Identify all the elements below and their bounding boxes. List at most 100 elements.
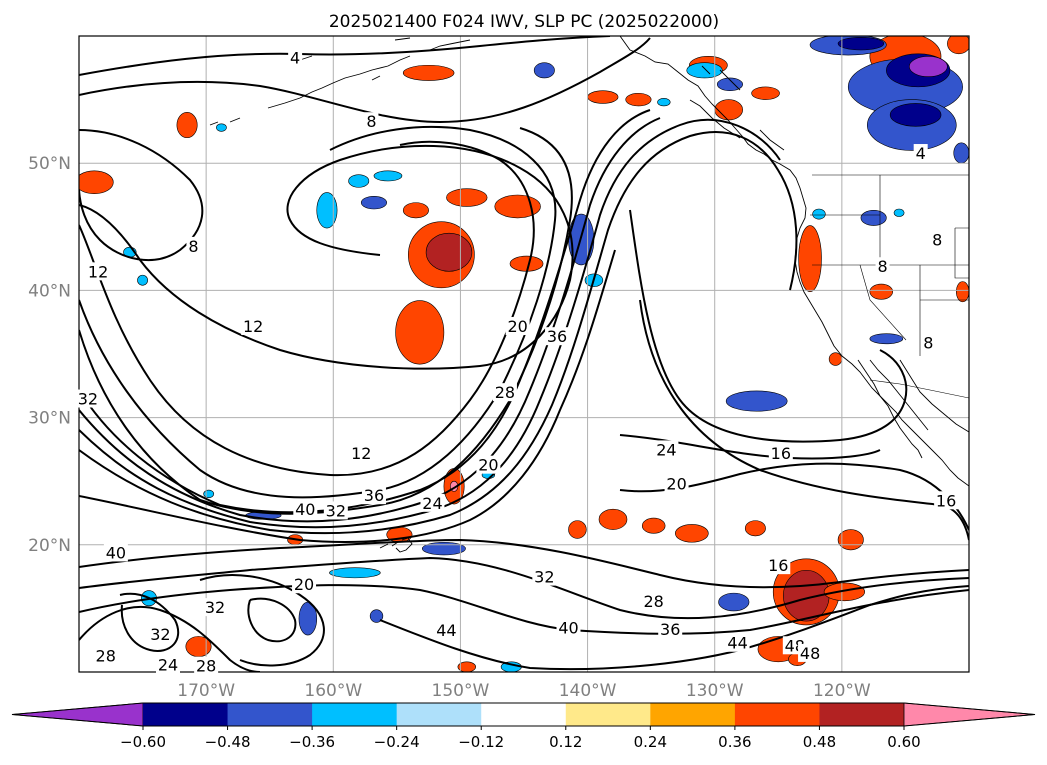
colorbar-tick-label: −0.36 xyxy=(289,733,335,751)
contour-south-44 xyxy=(79,584,969,635)
anomaly-patch-67 xyxy=(137,274,148,286)
anomaly-patch-26 xyxy=(828,352,843,366)
contour-label: 12 xyxy=(351,444,371,463)
contour-label-background xyxy=(203,598,228,617)
anomaly-patch-71 xyxy=(216,123,227,132)
contour-label-background xyxy=(641,591,666,610)
anomaly-patch-58 xyxy=(860,209,887,226)
colorbar-segment xyxy=(143,703,229,726)
lon-tick-label: 140°W xyxy=(559,681,617,701)
contour-label-background xyxy=(361,486,386,505)
figure-title: 2025021400 F024 IWV, SLP PC (2025022000) xyxy=(329,12,719,32)
colorbar-segment xyxy=(481,703,567,726)
contour-sw-20 xyxy=(199,574,325,667)
aleutian-islands-outline xyxy=(209,37,471,126)
contour-label: 32 xyxy=(205,598,225,617)
contour-label-background xyxy=(930,230,945,249)
contour-label-background xyxy=(556,618,581,637)
colorbar-tick-label: −0.60 xyxy=(120,733,166,751)
contour-jet-5 xyxy=(79,249,616,543)
contour-label-background xyxy=(349,444,374,463)
anomaly-patch-6 xyxy=(509,255,544,272)
contour-label-background xyxy=(288,48,303,67)
contour-label: 44 xyxy=(436,621,456,640)
lon-tick-label: 130°W xyxy=(686,681,744,701)
us-mexico-border xyxy=(869,379,969,399)
contour-label: 28 xyxy=(196,657,216,676)
anomaly-patch-44 xyxy=(889,103,942,127)
anomaly-patch-2 xyxy=(395,300,445,365)
contour-label-background xyxy=(241,317,266,336)
map-plot-area xyxy=(79,36,969,672)
contour-label: 32 xyxy=(326,501,346,520)
contour-label-background xyxy=(654,440,679,459)
contour-label: 28 xyxy=(644,592,664,611)
anomaly-patch-3 xyxy=(446,188,488,207)
anomaly-patch-22 xyxy=(714,99,743,121)
contour-label-background xyxy=(476,455,501,474)
contour-label-background xyxy=(292,575,317,594)
anomaly-patch-5 xyxy=(494,194,541,219)
contour-label: 20 xyxy=(478,456,498,475)
iwv-anomaly-fills xyxy=(79,36,969,672)
lat-tick-label: 50°N xyxy=(28,154,71,174)
contour-label-background xyxy=(921,333,936,352)
colorbar-tick-label: −0.24 xyxy=(374,733,420,751)
contour-east-loop xyxy=(629,209,908,443)
anomaly-patch-57 xyxy=(869,333,904,345)
contour-label: 20 xyxy=(666,475,686,494)
lat-tick-label: 20°N xyxy=(28,536,71,556)
contour-label: 44 xyxy=(727,634,747,653)
anomaly-patch-42 xyxy=(837,36,885,51)
lat-tick-label: 30°N xyxy=(28,409,71,429)
contour-label: 4 xyxy=(290,49,300,68)
contour-label: 32 xyxy=(78,390,98,409)
contour-label: 40 xyxy=(295,500,315,519)
mainland-mexico-coast xyxy=(899,359,969,433)
contour-label: 20 xyxy=(507,317,527,336)
anomaly-patch-19 xyxy=(625,92,652,107)
contour-label: 8 xyxy=(932,231,942,250)
contour-label-background xyxy=(86,262,111,281)
contour-label: 24 xyxy=(158,655,178,674)
anomaly-patch-50 xyxy=(316,192,338,229)
anomaly-patch-53 xyxy=(360,195,387,210)
contour-label-background xyxy=(658,619,683,638)
colorbar-tick-label: 0.60 xyxy=(887,733,920,751)
contour-label: 8 xyxy=(188,237,198,256)
anomaly-patch-7 xyxy=(176,112,198,139)
anomaly-patch-55 xyxy=(657,98,671,107)
lon-tick-label: 160°W xyxy=(304,681,362,701)
lon-tick-label: 120°W xyxy=(813,681,871,701)
anomaly-patch-52 xyxy=(373,170,403,182)
colorbar-segment xyxy=(312,703,398,726)
anomaly-patch-23 xyxy=(798,225,822,292)
anomaly-patch-47 xyxy=(953,142,969,164)
contour-label-background xyxy=(725,633,750,652)
contour-label: 28 xyxy=(495,383,515,402)
state-borders xyxy=(810,175,969,356)
contour-label: 24 xyxy=(656,440,676,459)
contour-label: 8 xyxy=(877,257,887,276)
anomaly-patch-21 xyxy=(751,86,780,100)
lat-tick-label: 40°N xyxy=(28,281,71,301)
contour-label-background xyxy=(934,491,959,510)
colorbar-segment xyxy=(227,703,313,726)
anomaly-patch-51 xyxy=(348,174,370,188)
contour-south-36 xyxy=(79,556,969,620)
colorbar-extend-max xyxy=(903,702,1036,727)
contour-label-background xyxy=(492,383,517,402)
contour-label-background xyxy=(664,474,689,493)
contour-label-background xyxy=(156,655,180,674)
anomaly-patch-4 xyxy=(402,202,429,219)
contour-label-background xyxy=(364,112,379,131)
contour-label: 8 xyxy=(923,334,933,353)
axis-tick-labels: 170°W 160°W 150°W 140°W 130°W 120°W 20°N 30°N 40… xyxy=(28,154,871,701)
contour-sw-inner xyxy=(247,597,297,643)
contour-label-background xyxy=(505,317,530,336)
anomaly-patch-31 xyxy=(641,517,666,534)
lon-tick-label: 150°W xyxy=(432,681,490,701)
colorbar: −0.60 −0.48 −0.36 −0.24 −0.12 0.12 0.24 0.36 0.4… xyxy=(11,702,1036,751)
